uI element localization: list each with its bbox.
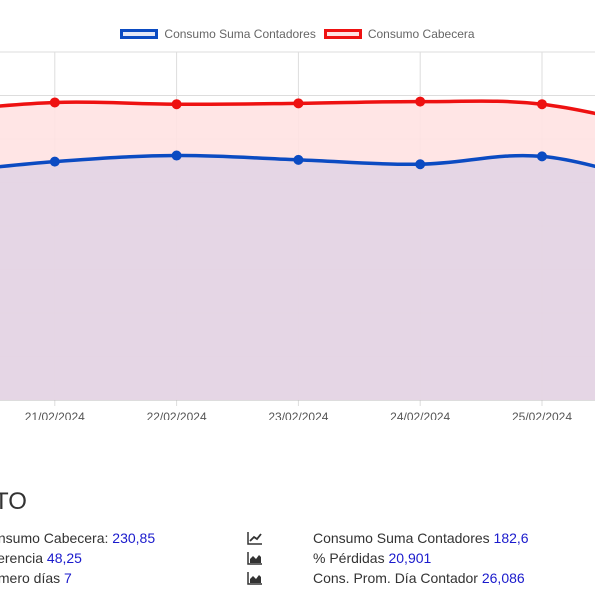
stat-value: 230,85 [112, 530, 156, 546]
x-tick-label: 24/02/2024 [390, 410, 450, 420]
legend-item-cabecera[interactable]: Consumo Cabecera [323, 27, 475, 41]
stat-label: % Pérdidas [313, 550, 385, 566]
data-point-suma-contadores [415, 159, 426, 170]
stat-label: Consumo Cabecera: [0, 530, 109, 546]
data-point-cabecera [293, 98, 304, 109]
chart-legend: Consumo Suma Contadores Consumo Cabecera [0, 27, 595, 41]
stat-consumo-cabecera: Consumo Cabecera: 230,85 [0, 528, 155, 548]
stat-value: 48,25 [46, 550, 82, 566]
data-point-suma-contadores [293, 154, 304, 165]
stat-perdidas: % Pérdidas 20,901 [313, 548, 431, 568]
stat-label: Número días [0, 570, 61, 586]
area-chart: 21/02/2024 22/02/2024 23/02/2024 24/02/2024… [0, 51, 595, 420]
stat-suma-contadores: Consumo Suma Contadores 182,6 [313, 528, 529, 548]
legend-swatch-blue [120, 29, 159, 39]
x-tick-label: 23/02/2024 [268, 410, 328, 420]
stat-numero-dias: Número días 7 [0, 568, 72, 588]
x-tick-label: 25/02/2024 [512, 410, 572, 420]
stat-value: 20,901 [388, 550, 432, 566]
x-tick-label: 22/02/2024 [147, 410, 207, 420]
x-tick-label: 21/02/2024 [25, 410, 85, 420]
data-point-cabecera [49, 97, 60, 108]
stat-value: 7 [64, 570, 72, 586]
stat-label: Consumo Suma Contadores [313, 530, 490, 546]
legend-label-suma-contadores: Consumo Suma Contadores [164, 27, 316, 41]
area-chart-icon [247, 572, 262, 585]
data-point-suma-contadores [537, 151, 547, 162]
legend-swatch-red [323, 29, 362, 39]
data-point-suma-contadores [49, 156, 60, 167]
data-point-cabecera [537, 99, 547, 110]
legend-item-suma-contadores[interactable]: Consumo Suma Contadores [120, 27, 316, 41]
area-chart-icon [247, 552, 262, 565]
legend-label-cabecera: Consumo Cabecera [367, 27, 475, 41]
stat-label: Cons. Prom. Día Contador [313, 570, 478, 586]
data-point-cabecera [171, 99, 182, 110]
stat-label: Diferencia [0, 550, 44, 566]
summary-title: TO [0, 488, 27, 515]
data-point-suma-contadores [171, 150, 182, 161]
data-point-cabecera [415, 96, 426, 107]
stat-value: 26,086 [481, 570, 525, 586]
stat-cons-prom-dia: Cons. Prom. Día Contador 26,086 [313, 568, 525, 588]
stat-value: 182,6 [493, 530, 529, 546]
area-fill-suma-contadores [0, 155, 595, 400]
stat-diferencia: Diferencia 48,25 [0, 548, 82, 568]
line-chart-icon [247, 532, 262, 545]
